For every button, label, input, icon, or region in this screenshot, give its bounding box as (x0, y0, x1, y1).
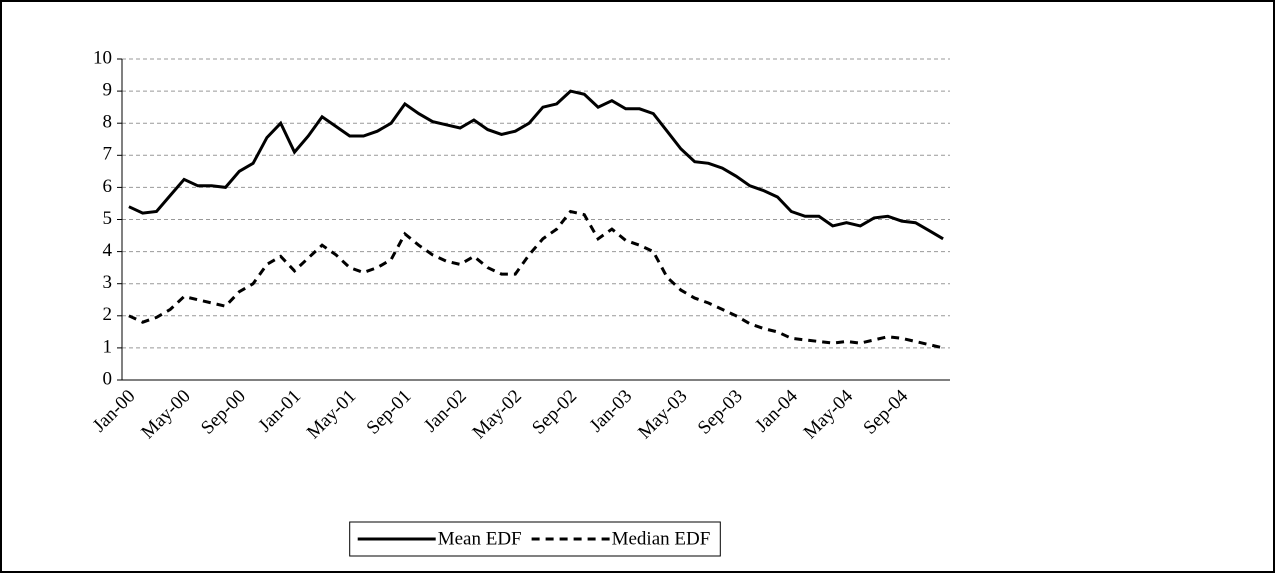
data-line (128, 209, 944, 350)
y-tick-label: 7 (103, 144, 113, 165)
y-tick-label: 10 (93, 47, 112, 68)
y-tick-label: 9 (103, 79, 113, 100)
y-tick-label: 8 (103, 112, 113, 133)
legend: Mean EDF Median EDF (349, 521, 721, 557)
y-tick-label: 5 (103, 208, 113, 229)
legend-label: Median EDF (612, 528, 711, 549)
y-tick-label: 0 (103, 368, 113, 389)
y-tick-label: 6 (103, 176, 113, 197)
y-tick-label: 4 (103, 240, 113, 261)
legend-label: Mean EDF (438, 528, 522, 549)
y-tick-label: 2 (103, 304, 113, 325)
data-line (128, 89, 944, 241)
y-tick-label: 3 (103, 272, 113, 293)
y-tick-label: 1 (103, 336, 113, 357)
